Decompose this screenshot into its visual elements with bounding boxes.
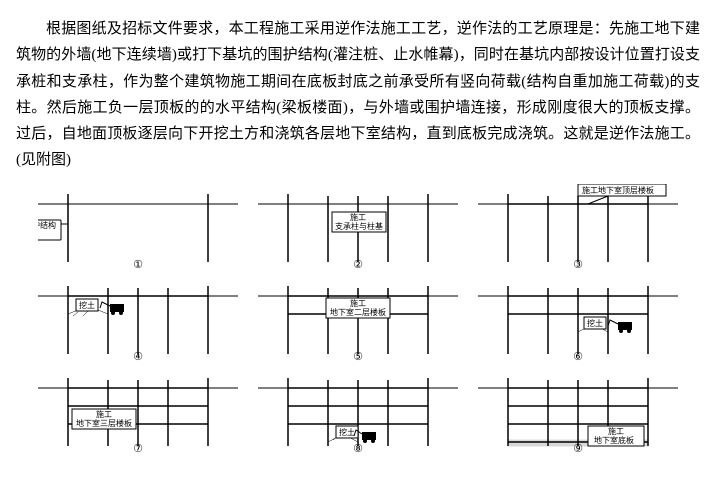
- diagram-svg-4: 挖土: [38, 276, 238, 356]
- diagram-svg-1: 四周围护结构 施工: [38, 184, 238, 264]
- svg-text:施工: 施工: [350, 212, 366, 222]
- svg-text:四周围护结构: 四周围护结构: [38, 220, 56, 230]
- excavator-icon: [608, 320, 632, 333]
- diagram-cell-1: 四周围护结构 施工 ①: [38, 184, 238, 264]
- svg-text:支承柱与柱基: 支承柱与柱基: [335, 221, 383, 231]
- cell-num-7: ⑦: [133, 440, 143, 459]
- diagram-svg-3: 施工地下室顶层楼板: [478, 184, 678, 264]
- svg-text:施工: 施工: [96, 409, 112, 419]
- svg-text:地下室三层楼板: 地下室三层楼板: [76, 418, 132, 428]
- diagram-cell-4: 挖土 ④: [38, 276, 238, 356]
- svg-text:地下室底板: 地下室底板: [594, 435, 634, 445]
- cell-num-9: ⑨: [573, 440, 583, 459]
- diagram-cell-2: 施工 支承柱与柱基 ②: [258, 184, 458, 264]
- svg-text:挖土: 挖土: [339, 427, 355, 437]
- cell-num-4: ④: [133, 348, 143, 367]
- svg-text:挖土: 挖土: [587, 318, 603, 328]
- svg-text:施工: 施工: [350, 298, 366, 308]
- diagram-cell-8: 挖土 ⑧: [258, 368, 458, 448]
- svg-text:地下室二层楼板: 地下室二层楼板: [330, 307, 386, 317]
- diagram-grid: 四周围护结构 施工 ① 施工 支承柱与柱基 ②: [16, 184, 700, 448]
- diagram-cell-6: 挖土 ⑥: [478, 276, 678, 356]
- main-paragraph: 根据图纸及招标文件要求，本工程施工采用逆作法施工工艺，逆作法的工艺原理是：先施工…: [16, 16, 700, 174]
- diagram-cell-9: 施工 地下室底板 ⑨: [478, 368, 678, 448]
- cell-num-8: ⑧: [353, 440, 363, 459]
- diagram-cell-3: 施工地下室顶层楼板 ③: [478, 184, 678, 264]
- svg-text:施工地下室顶层楼板: 施工地下室顶层楼板: [582, 185, 654, 195]
- svg-text:施工: 施工: [608, 426, 624, 436]
- diagram-cell-7: 施工 地下室三层楼板 ⑦: [38, 368, 238, 448]
- diagram-svg-8: 挖土: [258, 368, 458, 448]
- cell-num-5: ⑤: [353, 348, 363, 367]
- cell-num-6: ⑥: [573, 348, 583, 367]
- diagram-svg-5: 施工 地下室二层楼板: [258, 276, 458, 356]
- diagram-svg-6: 挖土: [478, 276, 678, 356]
- cell-num-3: ③: [573, 256, 583, 275]
- cell-num-2: ②: [353, 256, 363, 275]
- excavator-icon: [100, 302, 124, 315]
- diagram-svg-7: 施工 地下室三层楼板: [38, 368, 238, 448]
- diagram-svg-2: 施工 支承柱与柱基: [258, 184, 458, 264]
- cell-num-1: ①: [133, 256, 143, 275]
- diagram-svg-9: 施工 地下室底板: [478, 368, 678, 448]
- svg-text:挖土: 挖土: [79, 300, 95, 310]
- diagram-cell-5: 施工 地下室二层楼板 ⑤: [258, 276, 458, 356]
